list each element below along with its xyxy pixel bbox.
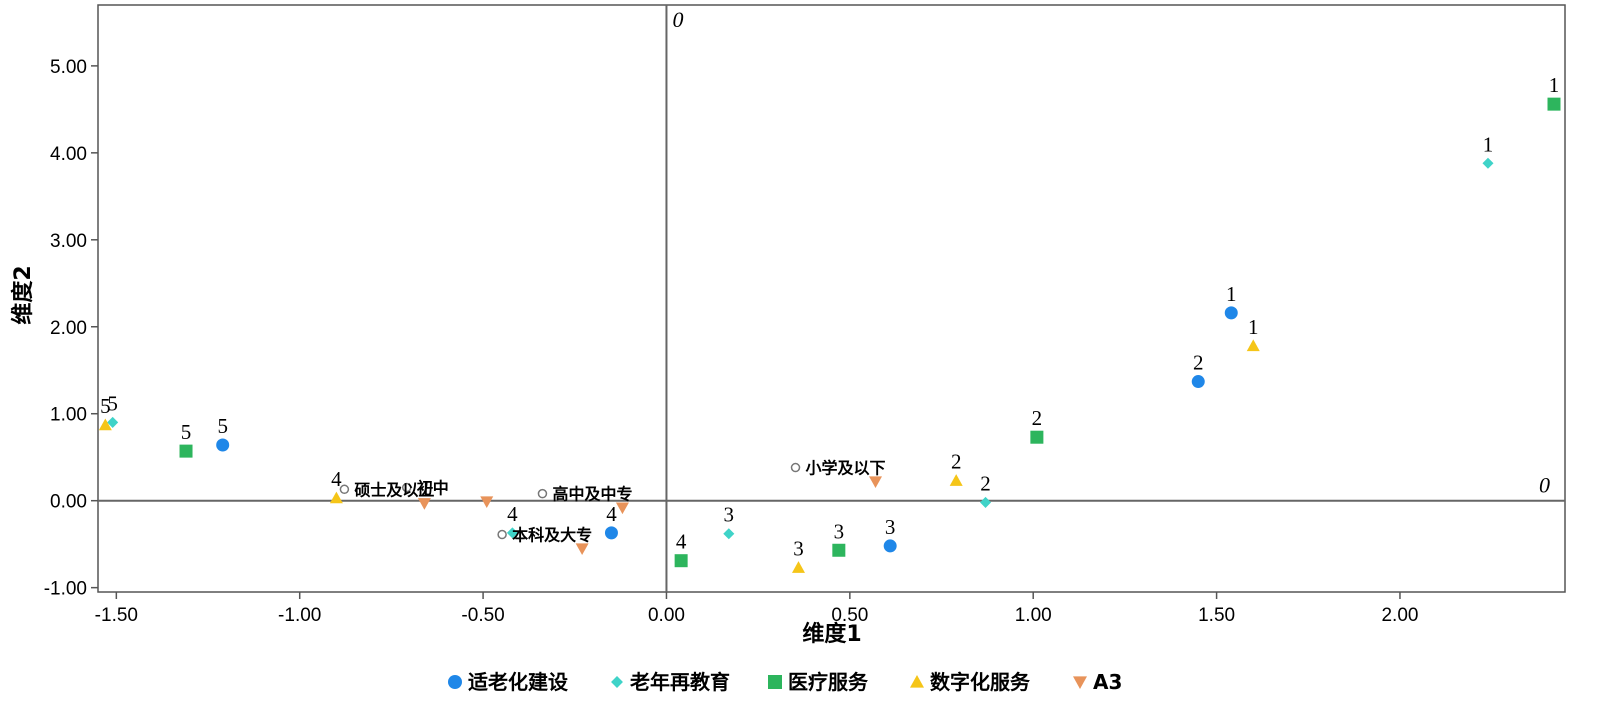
legend-marker-circle	[448, 675, 462, 689]
point-label: 5	[100, 394, 111, 418]
x-tick-label: -1.00	[278, 605, 321, 626]
point-label: 4	[606, 502, 617, 526]
point-label: 5	[107, 391, 118, 415]
y-tick-label: -1.00	[44, 579, 87, 600]
data-point-triangle	[98, 418, 112, 431]
legend: 适老化建设 老年再教育 医疗服务 数字化服务 A3	[448, 670, 1122, 694]
data-point-triangle-down	[615, 502, 629, 515]
category-label: 初中	[417, 479, 449, 498]
data-point-circle	[1224, 306, 1238, 320]
legend-marker-triangle-down	[1073, 676, 1087, 689]
category-label: 本科及大专	[512, 526, 592, 545]
legend-marker-square	[768, 675, 782, 689]
y-tick-label: 0.00	[50, 492, 87, 513]
legend-label: 适老化建设	[468, 670, 568, 694]
x-tick-label: 1.00	[1015, 605, 1052, 626]
category-ring-marker	[402, 482, 412, 493]
data-point-triangle	[791, 561, 805, 573]
data-point-square	[1547, 97, 1561, 111]
category-ring-marker	[537, 488, 548, 499]
data-point-triangle	[1246, 339, 1260, 352]
y-tick-label: 3.00	[50, 231, 87, 252]
y-tick-label: 2.00	[50, 318, 87, 339]
point-label: 3	[724, 503, 735, 527]
legend-label: A3	[1093, 670, 1122, 694]
point-label: 4	[331, 467, 342, 491]
data-point-triangle-down	[480, 496, 494, 509]
legend-marker-diamond	[611, 676, 623, 688]
data-point-square	[179, 444, 193, 458]
x-tick-label: 1.50	[1198, 605, 1235, 626]
data-point-square	[674, 554, 688, 568]
point-label: 3	[834, 519, 845, 543]
point-label: 2	[951, 450, 962, 474]
category-label: 硕士及以上	[354, 480, 434, 499]
data-point-circle	[216, 438, 230, 452]
x-tick-label: -1.50	[95, 605, 138, 626]
data-point-circle	[1191, 375, 1205, 389]
point-label: 4	[676, 530, 687, 554]
horizontal-zero-label: 0	[1539, 473, 1550, 498]
x-axis-title: 维度1	[802, 621, 861, 647]
data-point-triangle	[949, 474, 963, 486]
data-point-triangle-down	[417, 498, 431, 510]
data-point-triangle	[329, 491, 343, 504]
point-label: 3	[793, 537, 804, 561]
data-point-triangle-down	[575, 543, 589, 556]
point-label: 1	[1226, 282, 1237, 306]
data-point-triangle-down	[869, 476, 883, 489]
series-group: 1 2 3 4 5	[216, 282, 1238, 553]
legend-label: 老年再教育	[630, 670, 730, 694]
data-point-circle	[604, 526, 618, 540]
point-label: 1	[1248, 315, 1259, 339]
point-label: 2	[1193, 351, 1204, 375]
data-point-diamond	[723, 528, 735, 540]
data-point-square	[832, 543, 846, 557]
y-tick-label: 1.00	[50, 405, 87, 426]
point-label: 5	[217, 414, 228, 438]
category-ring-marker	[339, 484, 350, 495]
point-label: 5	[181, 420, 192, 444]
plot-frame	[97, 4, 1566, 593]
series-group: 1 2 3 4 5	[98, 315, 1260, 573]
data-point-circle	[883, 539, 897, 553]
y-tick-label: 4.00	[50, 144, 87, 165]
data-point-diamond	[1482, 157, 1494, 169]
legend-marker-triangle	[910, 675, 924, 688]
point-label: 4	[507, 502, 518, 526]
category-ring-marker	[790, 462, 801, 473]
category-ring-marker	[497, 529, 507, 540]
x-tick-label: 0.50	[831, 605, 868, 626]
point-label: 2	[1032, 406, 1043, 430]
point-label: 2	[980, 471, 991, 495]
y-axis-title: 维度2	[10, 265, 36, 324]
point-label: 1	[1483, 132, 1494, 156]
axes-layer: -1.00 0.00 1.00 2.00 3.00 4.00 5.00 -1.50 -1.00 -…	[44, 4, 1566, 626]
category-label: 小学及以下	[806, 459, 886, 478]
x-tick-label: 0.00	[648, 605, 685, 626]
y-tick-label: 5.00	[50, 57, 87, 78]
series-group: 1 2 3 4 5	[179, 73, 1561, 568]
legend-label: 医疗服务	[788, 670, 869, 694]
vertical-zero-label: 0	[672, 7, 683, 32]
series-group: 1 2 3 4 5	[107, 132, 1494, 540]
data-point-diamond	[506, 527, 518, 539]
x-tick-label: -0.50	[461, 605, 504, 626]
point-label: 3	[885, 515, 896, 539]
data-point-diamond	[107, 416, 119, 428]
data-point-diamond	[980, 496, 992, 508]
point-label: 1	[1549, 73, 1560, 97]
category-label: 高中及中专	[552, 485, 632, 504]
data-point-square	[1030, 430, 1044, 444]
x-tick-label: 2.00	[1381, 605, 1418, 626]
legend-label: 数字化服务	[930, 670, 1031, 694]
